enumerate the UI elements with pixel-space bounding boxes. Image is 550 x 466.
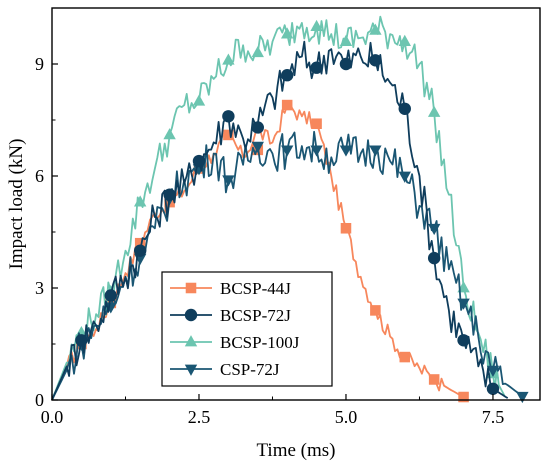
data-point [339, 34, 353, 46]
data-point [486, 382, 500, 395]
y-tick-label: 0 [35, 390, 44, 410]
data-point [222, 53, 235, 65]
data-point [223, 129, 234, 141]
y-axis-label: Impact load (kN) [6, 139, 27, 270]
data-point [398, 34, 411, 46]
legend-item: BCSP-100J [170, 333, 300, 352]
data-point [163, 188, 176, 201]
data-point [370, 305, 381, 316]
x-tick-label: 7.5 [482, 407, 505, 427]
legend-item: BCSP-44J [170, 279, 291, 298]
plot-frame [51, 7, 541, 401]
data-point [311, 118, 322, 130]
data-point [428, 374, 440, 385]
data-point [192, 94, 206, 106]
x-tick-label: 5.0 [335, 407, 358, 427]
data-point [192, 154, 206, 168]
legend-marker [184, 335, 198, 347]
data-point [280, 69, 294, 82]
data-point [369, 145, 382, 157]
data-point [486, 365, 500, 377]
legend-item: CSP-72J [170, 360, 280, 379]
data-point [134, 237, 146, 249]
data-point [133, 195, 147, 207]
data-point [399, 351, 411, 363]
legend-marker [185, 282, 197, 294]
data-point [310, 19, 323, 32]
data-point [222, 110, 235, 123]
y-tick-label: 9 [35, 54, 44, 74]
data-point [339, 57, 353, 71]
data-point [458, 391, 469, 403]
x-tick-label: 2.5 [188, 407, 211, 427]
data-point [133, 244, 147, 257]
data-point [280, 27, 294, 39]
data-point [222, 175, 235, 187]
legend-label: BCSP-100J [220, 333, 300, 352]
data-point [427, 223, 441, 236]
y-tick-label: 6 [35, 166, 44, 186]
series-bcsp-72j [51, 40, 509, 401]
legend-label: BCSP-72J [220, 306, 291, 325]
data-point [104, 302, 117, 314]
legend-marker [184, 308, 198, 322]
data-point [457, 334, 470, 347]
series-line [51, 15, 506, 401]
data-point [310, 145, 323, 157]
data-point [369, 23, 382, 35]
data-point [251, 141, 264, 153]
data-point [310, 61, 323, 74]
data-point [163, 128, 176, 140]
data-point [369, 54, 382, 67]
legend: BCSP-44J BCSP-72J BCSP-100J CSP-72J [161, 271, 333, 387]
data-point [251, 45, 264, 58]
legend-label: CSP-72J [220, 360, 280, 379]
data-point [75, 334, 88, 347]
data-point [251, 121, 264, 134]
x-axis-label: Time (ms) [256, 440, 335, 461]
data-point [104, 289, 117, 302]
legend-item: BCSP-72J [170, 306, 291, 325]
y-tick-label: 3 [35, 278, 44, 298]
series-layer [51, 15, 529, 404]
data-point [516, 391, 529, 404]
y-axis: 0 3 6 9 [35, 54, 58, 410]
data-point [427, 105, 441, 117]
data-point [398, 102, 411, 116]
data-point [427, 251, 441, 265]
data-point [281, 99, 293, 111]
series-bcsp-100j [51, 15, 506, 401]
data-point [398, 171, 411, 183]
legend-label: BCSP-44J [220, 279, 291, 298]
data-point [280, 145, 294, 157]
x-axis: 0.0 2.5 5.0 7.5 [41, 394, 504, 427]
data-point [339, 145, 353, 157]
legend-marker [184, 364, 198, 376]
data-point [457, 298, 470, 310]
data-point [340, 222, 352, 234]
x-tick-label: 0.0 [41, 407, 64, 427]
series-line [51, 40, 509, 401]
